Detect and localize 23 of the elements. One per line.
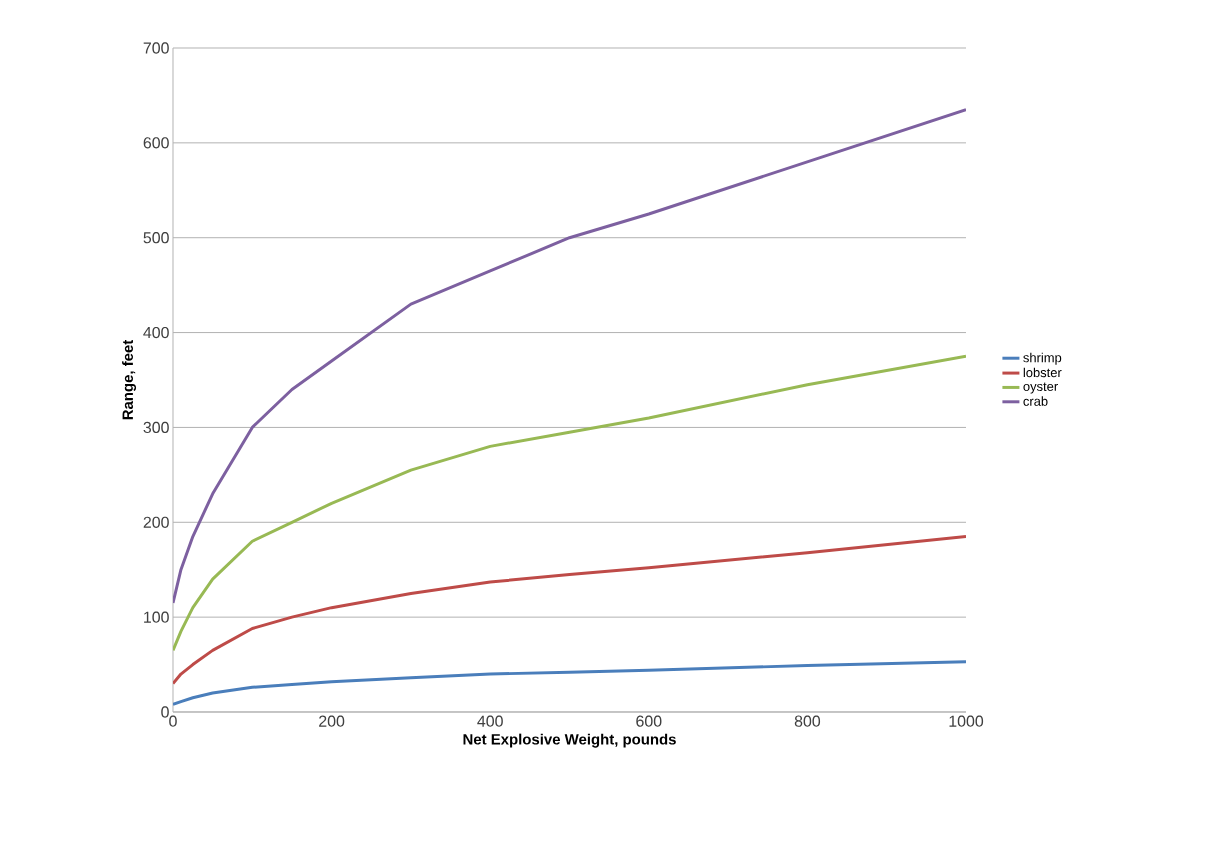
legend-label: oyster [1023, 382, 1058, 394]
line-series [173, 354, 967, 652]
legend-label: lobster [1023, 367, 1062, 378]
y-tick-label: 200 [143, 516, 169, 528]
x-tick-label: 0 [169, 715, 177, 727]
x-tick-label: 200 [319, 715, 345, 727]
x-tick-label: 1000 [949, 715, 984, 727]
y-tick-label: 300 [143, 421, 169, 434]
x-tick-label: 400 [477, 715, 503, 727]
y-tick-label: 600 [143, 137, 169, 149]
line-series [173, 535, 967, 686]
legend-label: crab [1023, 396, 1048, 406]
x-axis-title: Net Explosive Weight, pounds [463, 733, 676, 748]
line-series [173, 660, 967, 706]
y-tick-label: 700 [143, 42, 169, 54]
y-tick-label: 0 [161, 706, 169, 718]
y-tick-label: 500 [143, 232, 169, 244]
y-axis-title: Range, feet [122, 339, 137, 420]
y-tick-label: 100 [144, 611, 169, 623]
y-tick-label: 400 [143, 326, 169, 339]
x-tick-label: 600 [636, 715, 662, 727]
x-tick-label: 800 [794, 715, 821, 727]
legend-label: shrimp [1023, 352, 1062, 365]
